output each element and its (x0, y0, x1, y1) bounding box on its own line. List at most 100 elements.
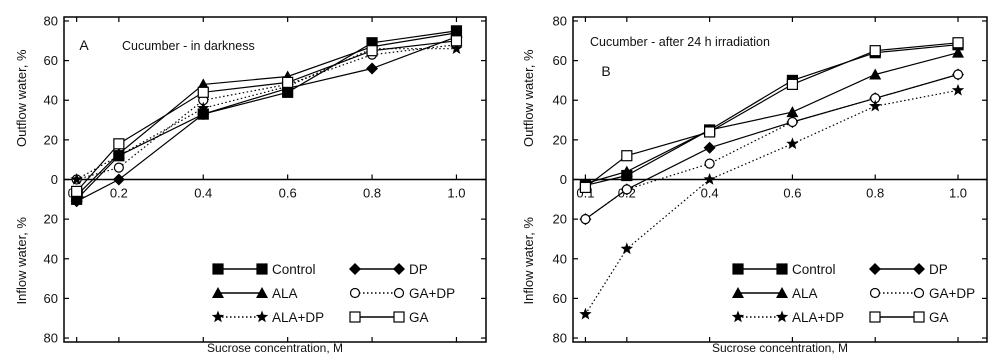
data-point (579, 307, 592, 320)
legend-marker (732, 287, 744, 298)
series-line (585, 52, 959, 185)
series-line (584, 89, 959, 315)
data-point (869, 45, 881, 57)
y-tick-label: 40 (44, 93, 58, 108)
legend-label: GA+DP (929, 286, 975, 301)
x-tick-label: 1.0 (447, 186, 465, 201)
data-point (703, 141, 716, 154)
data-point (197, 86, 209, 98)
legend-item: Control (732, 262, 836, 277)
x-axis-label: Sucrose concentration, M (207, 341, 343, 354)
y-tick-label: 20 (553, 132, 567, 147)
x-tick-label: 0.6 (279, 186, 297, 201)
series-line (585, 44, 959, 186)
data-point (197, 78, 210, 90)
data-point (197, 101, 210, 114)
y-axis-label-outflow: Outflow water, % (14, 49, 29, 147)
data-point (869, 99, 882, 112)
x-axis-label: Sucrose concentration, M (712, 341, 848, 354)
legend-marker (393, 311, 405, 323)
data-point (366, 62, 379, 75)
legend-marker (913, 263, 925, 275)
legend-item: DP (869, 262, 948, 277)
legend: Control DP ALA GA+DP ALA+DP GA (211, 262, 455, 325)
y-tick-label: 60 (553, 53, 567, 68)
data-point (450, 35, 463, 47)
y-tick-label: 60 (553, 291, 567, 306)
y-tick-label: 60 (44, 53, 58, 68)
data-point (366, 45, 378, 57)
legend-item: ALA (212, 286, 298, 301)
chart-panel-a: 806040200204060800.10.20.40.60.81.0Sucro… (14, 13, 487, 354)
series-ala-plus-dp (70, 42, 463, 185)
series-control (579, 39, 964, 192)
legend: Control DP ALA GA+DP ALA+DP GA (731, 262, 975, 325)
legend-marker (731, 310, 745, 323)
series-line (585, 73, 959, 220)
y-tick-label: 0 (51, 172, 58, 187)
y-axis-label-inflow: Inflow water, % (14, 217, 29, 305)
y-tick-label: 80 (553, 13, 567, 28)
series-line (585, 73, 959, 220)
data-point (70, 173, 83, 185)
legend-marker (732, 263, 744, 275)
y-tick-label: 40 (553, 251, 567, 266)
y-tick-label: 20 (44, 212, 58, 227)
series-line (76, 32, 457, 196)
legend-item: GA+DP (349, 286, 455, 301)
legend-label: DP (929, 262, 948, 277)
data-point (951, 83, 965, 96)
data-point (952, 69, 964, 80)
data-point (786, 78, 799, 90)
data-point (112, 149, 126, 161)
legend-label: GA (409, 310, 429, 325)
data-point (450, 26, 463, 38)
legend-marker (393, 263, 405, 275)
legend-item: ALA+DP (211, 310, 324, 325)
legend-marker (256, 263, 268, 275)
legend-marker (255, 310, 269, 323)
series-line (76, 48, 457, 181)
legend-marker (869, 287, 881, 299)
data-point (112, 173, 125, 186)
x-tick-label: 0.8 (866, 186, 884, 201)
data-point (952, 46, 965, 58)
legend-item: GA (349, 310, 429, 325)
data-point (620, 165, 633, 177)
legend-item: ALA (732, 286, 818, 301)
y-axis-label-inflow: Inflow water, % (521, 217, 536, 305)
legend-label: GA (929, 310, 949, 325)
x-tick-label: 0.4 (701, 186, 719, 201)
series-line (76, 30, 457, 200)
legend-label: GA+DP (409, 286, 455, 301)
legend-marker (349, 263, 361, 275)
legend-item: GA (869, 310, 949, 325)
legend-marker (211, 310, 225, 323)
legend-marker (349, 311, 361, 323)
legend-marker (212, 263, 224, 275)
data-point (952, 37, 964, 49)
legend-label: ALA (792, 286, 818, 301)
series-line (76, 40, 457, 192)
y-tick-label: 0 (560, 172, 567, 187)
data-point (450, 42, 463, 54)
legend-marker (869, 263, 881, 275)
y-tick-label: 60 (44, 291, 58, 306)
data-point (580, 214, 591, 225)
x-tick-label: 0.8 (363, 186, 381, 201)
series-ga (71, 35, 463, 197)
data-point (869, 68, 882, 80)
series-line (76, 44, 457, 181)
data-point (621, 184, 632, 195)
legend-label: ALA+DP (272, 310, 324, 325)
legend-marker (775, 310, 789, 323)
data-point (787, 116, 798, 128)
legend-label: ALA (272, 286, 298, 301)
legend-label: ALA+DP (792, 310, 844, 325)
legend-marker (913, 311, 925, 323)
legend-item: DP (349, 262, 428, 277)
series-dp (70, 30, 463, 208)
series-dp (579, 68, 965, 226)
panel-label: B (601, 63, 610, 79)
legend-marker (393, 287, 405, 299)
